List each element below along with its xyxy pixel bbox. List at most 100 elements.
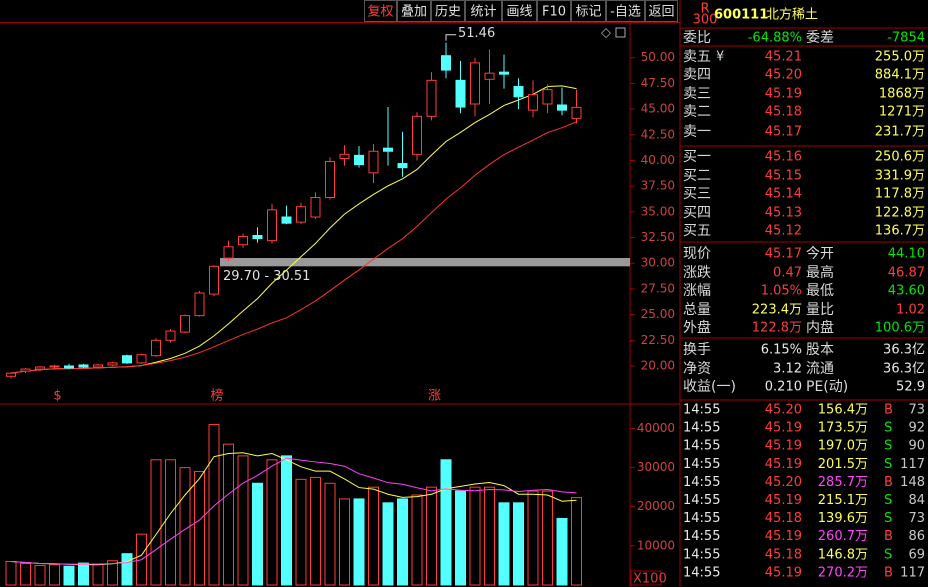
- field-label: 内盘: [806, 319, 834, 336]
- tick-side: S: [884, 493, 892, 508]
- book-volume: 884.1万: [875, 68, 925, 83]
- y-tick-label: 22.50: [641, 333, 675, 347]
- tick-price: 45.20: [765, 475, 802, 490]
- toolbar-label[interactable]: 画线: [506, 5, 532, 20]
- book-price: 45.14: [765, 187, 802, 202]
- field-value: 44.10: [888, 247, 925, 262]
- book-label: 卖四: [683, 67, 711, 83]
- volume-bar: [252, 482, 263, 586]
- volume-bar: [513, 502, 524, 586]
- toolbar-label[interactable]: 统计: [470, 5, 496, 20]
- toolbar-button[interactable]: [364, 0, 397, 22]
- toolbar-button[interactable]: [397, 0, 431, 22]
- tick-side: S: [884, 439, 892, 454]
- toolbar-button[interactable]: [431, 0, 465, 22]
- book-volume: 1868万: [879, 87, 925, 102]
- stock-name: 北方稀土: [766, 7, 818, 23]
- toolbar-label[interactable]: -自选: [610, 5, 641, 20]
- field-value: 3.12: [773, 362, 802, 377]
- tick-time: 14:55: [683, 475, 720, 490]
- field-label: 委比: [683, 30, 711, 46]
- field-label: 量比: [806, 302, 834, 318]
- event-marker[interactable]: 榜: [210, 388, 223, 404]
- y-tick-label: 35.00: [641, 204, 675, 218]
- book-label: 卖五: [683, 49, 711, 65]
- field-value: 122.8万: [752, 321, 802, 336]
- book-label: 买三: [683, 186, 711, 202]
- candle-body: [470, 62, 480, 105]
- book-volume: 231.7万: [875, 125, 925, 140]
- volume-bar: [382, 502, 394, 586]
- tick-side: S: [884, 421, 892, 436]
- tick-volume: 197.0万: [818, 439, 868, 454]
- volume-bar: [324, 482, 336, 586]
- toolbar-label[interactable]: 叠加: [401, 5, 427, 20]
- toolbar-button[interactable]: [645, 0, 678, 22]
- candle-body: [528, 94, 538, 111]
- tick-volume: 139.6万: [818, 511, 868, 526]
- candle-body: [441, 55, 451, 71]
- field-label: 流通: [806, 361, 834, 377]
- candle-body: [35, 366, 45, 370]
- tick-count: 117: [900, 457, 925, 472]
- field-value: 45.17: [765, 247, 802, 262]
- book-sign: ¥: [716, 50, 724, 65]
- candle-body: [484, 72, 495, 80]
- volume-bar: [49, 564, 60, 586]
- ma-line: [10, 121, 577, 374]
- candle-body: [49, 365, 60, 368]
- candle-body: [310, 196, 321, 218]
- candle-body: [151, 339, 161, 357]
- volume-bar: [571, 497, 582, 586]
- book-label: 买二: [683, 168, 711, 184]
- toolbar-label[interactable]: F10: [542, 5, 566, 20]
- icon[interactable]: [615, 27, 626, 38]
- tick-price: 45.20: [765, 403, 802, 418]
- candle-body: [571, 106, 582, 119]
- field-value: 0.47: [773, 266, 802, 281]
- volume-bar: [92, 563, 104, 586]
- event-marker[interactable]: $: [53, 389, 61, 404]
- icon[interactable]: ◇: [601, 26, 611, 41]
- toolbar-button[interactable]: [465, 0, 502, 22]
- volume-bar: [527, 490, 539, 586]
- field-value: 100.6万: [875, 321, 925, 336]
- tick-volume: 173.5万: [818, 421, 868, 436]
- volume-bar: [295, 478, 307, 586]
- candle-body: [383, 147, 393, 152]
- candle-body: [78, 364, 89, 368]
- toolbar-label[interactable]: 返回: [648, 5, 674, 20]
- field-value: 0.210: [765, 380, 802, 395]
- toolbar-button[interactable]: [502, 0, 537, 22]
- field-label: PE(动): [806, 379, 848, 395]
- book-volume: 255.0万: [875, 50, 925, 65]
- book-label: 买四: [683, 205, 711, 221]
- toolbar-label[interactable]: 标记: [575, 5, 601, 20]
- toolbar-label[interactable]: 历史: [435, 5, 461, 20]
- candle-body: [426, 79, 437, 117]
- candle-body: [122, 355, 132, 364]
- candle-body: [6, 372, 16, 377]
- badge: [697, 3, 713, 25]
- event-marker[interactable]: 涨: [428, 389, 441, 404]
- volume-bar: [397, 498, 408, 586]
- tick-volume: 156.4万: [818, 403, 868, 418]
- candle-body: [339, 153, 350, 159]
- field-label: 净资: [683, 361, 711, 377]
- field-value: 36.3亿: [883, 343, 925, 358]
- tick-count: 84: [908, 493, 925, 508]
- toolbar-button[interactable]: [606, 0, 645, 22]
- field-label: 今开: [806, 246, 834, 262]
- field-value: 1.02: [896, 303, 925, 318]
- field-label: 换手: [683, 341, 711, 358]
- gap-band: [220, 257, 630, 267]
- tick-price: 45.19: [765, 493, 802, 508]
- tick-time: 14:55: [683, 493, 720, 508]
- toolbar-label[interactable]: 复权: [367, 4, 393, 20]
- book-price: 45.21: [765, 50, 802, 65]
- volume-bar: [5, 561, 17, 586]
- toolbar-button[interactable]: [571, 0, 606, 22]
- toolbar-button[interactable]: [537, 0, 571, 22]
- tick-side: B: [884, 529, 893, 544]
- volume-bar: [339, 498, 350, 586]
